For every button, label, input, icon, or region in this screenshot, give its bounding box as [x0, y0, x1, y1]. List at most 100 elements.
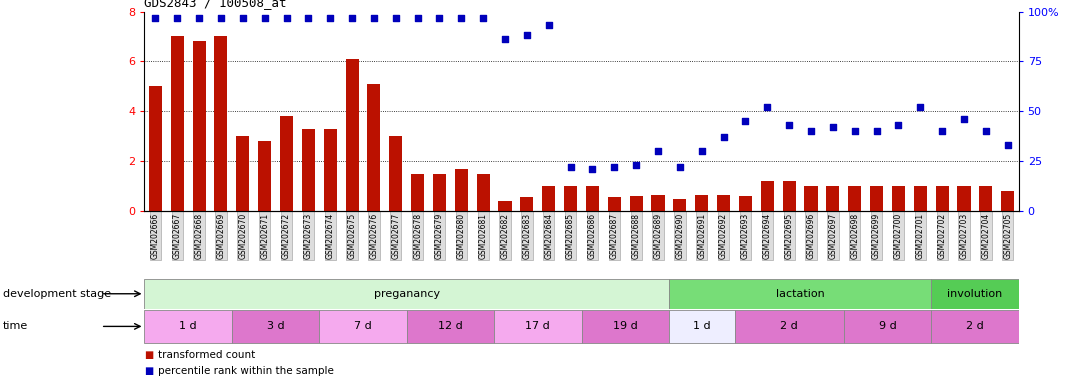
Bar [739, 196, 752, 211]
Point [890, 122, 907, 128]
Bar [280, 116, 293, 211]
Bar [144, 310, 232, 343]
Bar [958, 186, 970, 211]
Point [562, 164, 579, 170]
Text: ■: ■ [144, 349, 154, 360]
Point [409, 15, 426, 21]
Bar [499, 201, 511, 211]
Point [977, 128, 994, 134]
Bar [367, 84, 381, 211]
Text: 2 d: 2 d [966, 321, 983, 331]
Text: time: time [3, 321, 29, 331]
Text: transformed count: transformed count [158, 349, 256, 360]
Point [343, 15, 361, 21]
Bar [717, 195, 730, 211]
Point [212, 15, 229, 21]
Text: GDS2843 / 100508_at: GDS2843 / 100508_at [144, 0, 287, 9]
Text: percentile rank within the sample: percentile rank within the sample [158, 366, 334, 376]
Point [453, 15, 470, 21]
Point [431, 15, 448, 21]
Point [868, 128, 885, 134]
Text: preganancy: preganancy [373, 289, 440, 299]
Point [956, 116, 973, 122]
Bar [734, 310, 844, 343]
Bar [586, 186, 599, 211]
Point [606, 164, 623, 170]
Point [190, 15, 208, 21]
Bar [319, 310, 407, 343]
Point [540, 22, 557, 28]
Bar [931, 279, 1019, 308]
Point [693, 148, 710, 154]
Bar [476, 174, 490, 211]
Point [781, 122, 798, 128]
Bar [805, 186, 817, 211]
Bar [236, 136, 249, 211]
Point [715, 134, 732, 141]
Point [934, 128, 951, 134]
Point [737, 118, 754, 124]
Bar [302, 129, 315, 211]
Text: 3 d: 3 d [266, 321, 285, 331]
Bar [433, 174, 446, 211]
Bar [323, 129, 337, 211]
Bar [849, 186, 861, 211]
Bar [979, 186, 992, 211]
Text: development stage: development stage [3, 289, 111, 299]
Bar [892, 186, 905, 211]
Point [802, 128, 820, 134]
Bar [193, 41, 205, 211]
Bar [673, 199, 687, 211]
Point [759, 104, 776, 111]
Text: 7 d: 7 d [354, 321, 372, 331]
Bar [232, 310, 319, 343]
Point [475, 15, 492, 21]
Point [256, 15, 273, 21]
Text: 17 d: 17 d [525, 321, 550, 331]
Point [234, 15, 251, 21]
Bar [935, 186, 949, 211]
Bar [494, 310, 582, 343]
Bar [761, 181, 774, 211]
Point [671, 164, 688, 170]
Point [387, 15, 404, 21]
Point [846, 128, 863, 134]
Text: involution: involution [947, 289, 1003, 299]
Bar [826, 186, 840, 211]
Bar [214, 36, 228, 211]
Bar [1002, 191, 1014, 211]
Bar [411, 174, 424, 211]
Point [147, 15, 164, 21]
Text: 9 d: 9 d [878, 321, 897, 331]
Bar [669, 310, 734, 343]
Bar [389, 136, 402, 211]
Text: ■: ■ [144, 366, 154, 376]
Bar [582, 310, 669, 343]
Bar [455, 169, 468, 211]
Point [365, 15, 382, 21]
Text: lactation: lactation [776, 289, 825, 299]
Point [278, 15, 295, 21]
Point [518, 32, 535, 38]
Bar [346, 59, 358, 211]
Bar [629, 196, 643, 211]
Bar [608, 197, 621, 211]
Bar [696, 195, 708, 211]
Text: 1 d: 1 d [180, 321, 197, 331]
Bar [782, 181, 796, 211]
Bar [149, 86, 162, 211]
Text: 12 d: 12 d [438, 321, 463, 331]
Point [496, 36, 514, 43]
Point [584, 166, 601, 172]
Bar [258, 141, 271, 211]
Point [999, 142, 1016, 148]
Point [169, 15, 186, 21]
Bar [542, 186, 555, 211]
Bar [520, 197, 534, 211]
Bar [144, 279, 669, 308]
Bar [564, 186, 577, 211]
Point [912, 104, 929, 111]
Point [322, 15, 339, 21]
Text: 19 d: 19 d [613, 321, 638, 331]
Point [300, 15, 317, 21]
